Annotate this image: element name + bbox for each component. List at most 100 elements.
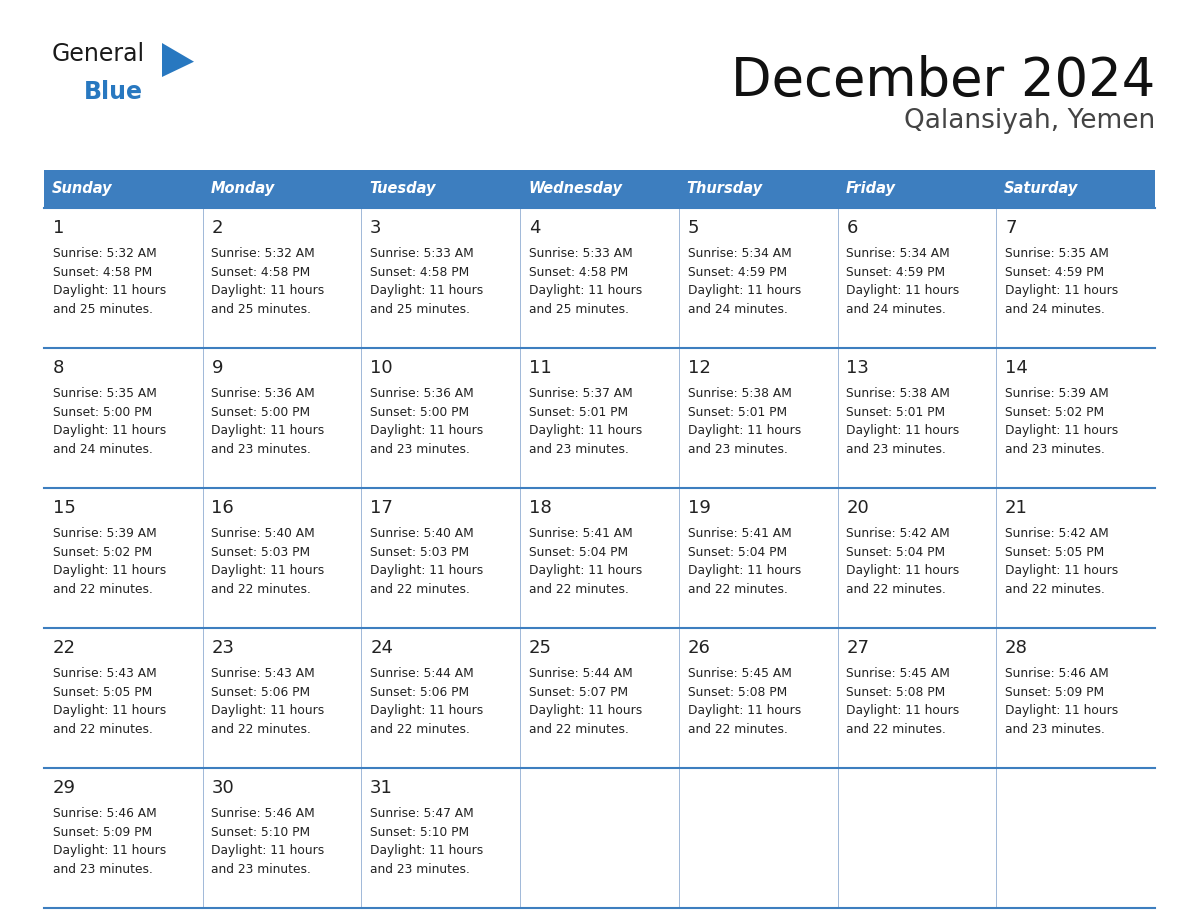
Text: Sunrise: 5:34 AM
Sunset: 4:59 PM
Daylight: 11 hours
and 24 minutes.: Sunrise: 5:34 AM Sunset: 4:59 PM Dayligh…: [688, 247, 801, 316]
Text: Wednesday: Wednesday: [529, 182, 623, 196]
Bar: [361, 208, 520, 348]
Text: 12: 12: [688, 359, 710, 377]
Bar: [361, 768, 520, 908]
Text: Thursday: Thursday: [687, 182, 763, 196]
Text: Sunrise: 5:36 AM
Sunset: 5:00 PM
Daylight: 11 hours
and 23 minutes.: Sunrise: 5:36 AM Sunset: 5:00 PM Dayligh…: [371, 387, 484, 455]
Bar: [361, 488, 520, 628]
Bar: [838, 170, 997, 208]
Polygon shape: [162, 43, 194, 77]
Text: Sunrise: 5:46 AM
Sunset: 5:10 PM
Daylight: 11 hours
and 23 minutes.: Sunrise: 5:46 AM Sunset: 5:10 PM Dayligh…: [211, 807, 324, 876]
Bar: [44, 348, 203, 488]
Text: 6: 6: [846, 219, 858, 237]
Text: 11: 11: [529, 359, 551, 377]
Text: Sunrise: 5:44 AM
Sunset: 5:06 PM
Daylight: 11 hours
and 22 minutes.: Sunrise: 5:44 AM Sunset: 5:06 PM Dayligh…: [371, 667, 484, 735]
Text: Monday: Monday: [210, 182, 274, 196]
Text: Sunrise: 5:43 AM
Sunset: 5:06 PM
Daylight: 11 hours
and 22 minutes.: Sunrise: 5:43 AM Sunset: 5:06 PM Dayligh…: [211, 667, 324, 735]
Text: 24: 24: [371, 639, 393, 657]
Text: 30: 30: [211, 779, 234, 797]
Text: 13: 13: [846, 359, 870, 377]
Text: 10: 10: [371, 359, 393, 377]
Text: 8: 8: [52, 359, 64, 377]
Text: 29: 29: [52, 779, 76, 797]
Text: Sunrise: 5:45 AM
Sunset: 5:08 PM
Daylight: 11 hours
and 22 minutes.: Sunrise: 5:45 AM Sunset: 5:08 PM Dayligh…: [688, 667, 801, 735]
Text: 9: 9: [211, 359, 223, 377]
Text: 18: 18: [529, 499, 551, 517]
Text: Sunrise: 5:35 AM
Sunset: 5:00 PM
Daylight: 11 hours
and 24 minutes.: Sunrise: 5:35 AM Sunset: 5:00 PM Dayligh…: [52, 387, 166, 455]
Bar: [678, 488, 838, 628]
Text: Sunrise: 5:45 AM
Sunset: 5:08 PM
Daylight: 11 hours
and 22 minutes.: Sunrise: 5:45 AM Sunset: 5:08 PM Dayligh…: [846, 667, 960, 735]
Text: 23: 23: [211, 639, 234, 657]
Bar: [678, 170, 838, 208]
Bar: [520, 768, 678, 908]
Text: Sunrise: 5:38 AM
Sunset: 5:01 PM
Daylight: 11 hours
and 23 minutes.: Sunrise: 5:38 AM Sunset: 5:01 PM Dayligh…: [846, 387, 960, 455]
Text: Sunrise: 5:36 AM
Sunset: 5:00 PM
Daylight: 11 hours
and 23 minutes.: Sunrise: 5:36 AM Sunset: 5:00 PM Dayligh…: [211, 387, 324, 455]
Bar: [203, 170, 361, 208]
Text: Sunrise: 5:32 AM
Sunset: 4:58 PM
Daylight: 11 hours
and 25 minutes.: Sunrise: 5:32 AM Sunset: 4:58 PM Dayligh…: [52, 247, 166, 316]
Text: Sunrise: 5:39 AM
Sunset: 5:02 PM
Daylight: 11 hours
and 23 minutes.: Sunrise: 5:39 AM Sunset: 5:02 PM Dayligh…: [1005, 387, 1118, 455]
Text: 27: 27: [846, 639, 870, 657]
Text: 28: 28: [1005, 639, 1028, 657]
Text: 1: 1: [52, 219, 64, 237]
Text: 2: 2: [211, 219, 223, 237]
Text: 4: 4: [529, 219, 541, 237]
Text: 31: 31: [371, 779, 393, 797]
Text: Sunrise: 5:43 AM
Sunset: 5:05 PM
Daylight: 11 hours
and 22 minutes.: Sunrise: 5:43 AM Sunset: 5:05 PM Dayligh…: [52, 667, 166, 735]
Bar: [44, 208, 203, 348]
Text: Sunrise: 5:42 AM
Sunset: 5:05 PM
Daylight: 11 hours
and 22 minutes.: Sunrise: 5:42 AM Sunset: 5:05 PM Dayligh…: [1005, 527, 1118, 596]
Bar: [520, 348, 678, 488]
Bar: [361, 348, 520, 488]
Text: 22: 22: [52, 639, 76, 657]
Bar: [838, 488, 997, 628]
Bar: [44, 768, 203, 908]
Text: 5: 5: [688, 219, 699, 237]
Text: Friday: Friday: [846, 182, 896, 196]
Bar: [203, 768, 361, 908]
Text: Sunrise: 5:37 AM
Sunset: 5:01 PM
Daylight: 11 hours
and 23 minutes.: Sunrise: 5:37 AM Sunset: 5:01 PM Dayligh…: [529, 387, 643, 455]
Text: 3: 3: [371, 219, 381, 237]
Bar: [678, 348, 838, 488]
Text: Sunrise: 5:34 AM
Sunset: 4:59 PM
Daylight: 11 hours
and 24 minutes.: Sunrise: 5:34 AM Sunset: 4:59 PM Dayligh…: [846, 247, 960, 316]
Text: 19: 19: [688, 499, 710, 517]
Text: 17: 17: [371, 499, 393, 517]
Bar: [997, 170, 1155, 208]
Text: Sunrise: 5:33 AM
Sunset: 4:58 PM
Daylight: 11 hours
and 25 minutes.: Sunrise: 5:33 AM Sunset: 4:58 PM Dayligh…: [371, 247, 484, 316]
Text: 14: 14: [1005, 359, 1028, 377]
Text: Blue: Blue: [84, 80, 143, 104]
Bar: [203, 348, 361, 488]
Text: Sunrise: 5:41 AM
Sunset: 5:04 PM
Daylight: 11 hours
and 22 minutes.: Sunrise: 5:41 AM Sunset: 5:04 PM Dayligh…: [688, 527, 801, 596]
Bar: [997, 348, 1155, 488]
Text: 21: 21: [1005, 499, 1028, 517]
Text: Qalansiyah, Yemen: Qalansiyah, Yemen: [904, 108, 1155, 134]
Text: Sunrise: 5:41 AM
Sunset: 5:04 PM
Daylight: 11 hours
and 22 minutes.: Sunrise: 5:41 AM Sunset: 5:04 PM Dayligh…: [529, 527, 643, 596]
Bar: [520, 488, 678, 628]
Text: Sunrise: 5:39 AM
Sunset: 5:02 PM
Daylight: 11 hours
and 22 minutes.: Sunrise: 5:39 AM Sunset: 5:02 PM Dayligh…: [52, 527, 166, 596]
Bar: [44, 170, 203, 208]
Text: Sunrise: 5:38 AM
Sunset: 5:01 PM
Daylight: 11 hours
and 23 minutes.: Sunrise: 5:38 AM Sunset: 5:01 PM Dayligh…: [688, 387, 801, 455]
Text: Sunrise: 5:40 AM
Sunset: 5:03 PM
Daylight: 11 hours
and 22 minutes.: Sunrise: 5:40 AM Sunset: 5:03 PM Dayligh…: [371, 527, 484, 596]
Bar: [520, 208, 678, 348]
Bar: [361, 170, 520, 208]
Bar: [520, 170, 678, 208]
Bar: [997, 628, 1155, 768]
Bar: [203, 488, 361, 628]
Bar: [838, 208, 997, 348]
Bar: [997, 768, 1155, 908]
Text: December 2024: December 2024: [731, 55, 1155, 107]
Bar: [838, 768, 997, 908]
Text: Sunrise: 5:35 AM
Sunset: 4:59 PM
Daylight: 11 hours
and 24 minutes.: Sunrise: 5:35 AM Sunset: 4:59 PM Dayligh…: [1005, 247, 1118, 316]
Bar: [997, 488, 1155, 628]
Text: 26: 26: [688, 639, 710, 657]
Text: Sunday: Sunday: [52, 182, 113, 196]
Text: Sunrise: 5:42 AM
Sunset: 5:04 PM
Daylight: 11 hours
and 22 minutes.: Sunrise: 5:42 AM Sunset: 5:04 PM Dayligh…: [846, 527, 960, 596]
Text: Sunrise: 5:44 AM
Sunset: 5:07 PM
Daylight: 11 hours
and 22 minutes.: Sunrise: 5:44 AM Sunset: 5:07 PM Dayligh…: [529, 667, 643, 735]
Text: Sunrise: 5:46 AM
Sunset: 5:09 PM
Daylight: 11 hours
and 23 minutes.: Sunrise: 5:46 AM Sunset: 5:09 PM Dayligh…: [52, 807, 166, 876]
Text: Tuesday: Tuesday: [369, 182, 436, 196]
Text: 15: 15: [52, 499, 76, 517]
Text: Sunrise: 5:46 AM
Sunset: 5:09 PM
Daylight: 11 hours
and 23 minutes.: Sunrise: 5:46 AM Sunset: 5:09 PM Dayligh…: [1005, 667, 1118, 735]
Bar: [997, 208, 1155, 348]
Bar: [678, 628, 838, 768]
Text: Sunrise: 5:40 AM
Sunset: 5:03 PM
Daylight: 11 hours
and 22 minutes.: Sunrise: 5:40 AM Sunset: 5:03 PM Dayligh…: [211, 527, 324, 596]
Text: Sunrise: 5:32 AM
Sunset: 4:58 PM
Daylight: 11 hours
and 25 minutes.: Sunrise: 5:32 AM Sunset: 4:58 PM Dayligh…: [211, 247, 324, 316]
Bar: [520, 628, 678, 768]
Text: Sunrise: 5:47 AM
Sunset: 5:10 PM
Daylight: 11 hours
and 23 minutes.: Sunrise: 5:47 AM Sunset: 5:10 PM Dayligh…: [371, 807, 484, 876]
